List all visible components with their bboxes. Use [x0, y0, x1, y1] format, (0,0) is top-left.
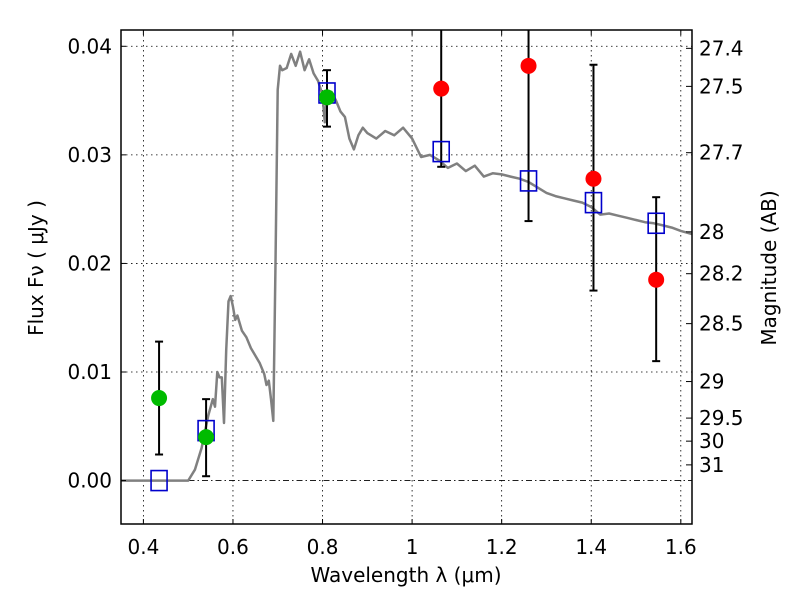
- y2-tick-label: 28.2: [699, 262, 744, 286]
- x-tick-label: 0.4: [127, 535, 159, 559]
- y-tick-label: 0.01: [67, 360, 112, 384]
- x-tick-label: 1.4: [575, 535, 607, 559]
- model-photometry-series: [150, 82, 665, 492]
- y2-tick-label: 30: [699, 429, 724, 453]
- x-axis-label: Wavelength λ (μm): [310, 563, 501, 587]
- model-photometry-square: [150, 469, 168, 492]
- y2-tick-label: 29: [699, 370, 724, 394]
- y2-tick-label: 27.5: [699, 74, 744, 98]
- measurement-point: [585, 170, 602, 187]
- x-axis: 0.4 0.6 0.8 1 1.2 1.4 1.6: [127, 30, 697, 559]
- plot-frame: [120, 29, 693, 525]
- y-axis-label: Flux Fν ( μJy ): [24, 200, 48, 336]
- measurement-point: [433, 80, 450, 97]
- measurement-series: [151, 57, 665, 446]
- error-bars: [155, 30, 661, 478]
- x-tick-label: 1.2: [486, 535, 518, 559]
- x-tick-label: 1.6: [665, 535, 697, 559]
- spectrum-series: [121, 50, 693, 482]
- y2-tick-label: 27.4: [699, 36, 744, 60]
- y2-axis-label: Magnitude (AB): [757, 190, 781, 345]
- y-tick-label: 0.03: [67, 143, 112, 167]
- detection-point: [151, 390, 168, 407]
- model-photometry-square: [584, 191, 603, 214]
- measurement-point: [648, 271, 665, 288]
- x-tick-label: 1: [406, 535, 419, 559]
- spectrum-line: [121, 50, 693, 482]
- y2-tick-label: 31: [699, 453, 724, 477]
- y2-tick-label: 28.5: [699, 312, 744, 336]
- detection-point: [198, 429, 215, 446]
- y2-tick-label: 28: [699, 220, 724, 244]
- measurement-point: [520, 57, 537, 74]
- detection-point: [319, 89, 336, 106]
- y-tick-label: 0.02: [67, 251, 112, 275]
- y-tick-label: 0.04: [67, 34, 112, 58]
- x-tick-label: 0.6: [217, 535, 249, 559]
- model-photometry-square: [647, 212, 665, 235]
- model-photometry-square: [432, 140, 451, 163]
- y2-tick-label: 29.5: [699, 406, 744, 430]
- x-tick-label: 0.8: [307, 535, 339, 559]
- model-photometry-square: [519, 170, 538, 192]
- y-tick-label: 0.00: [67, 469, 112, 493]
- y-axis: 0.00 0.01 0.02 0.03 0.04: [67, 34, 126, 493]
- grid-lines: [121, 30, 692, 524]
- y2-tick-label: 27.7: [699, 141, 744, 165]
